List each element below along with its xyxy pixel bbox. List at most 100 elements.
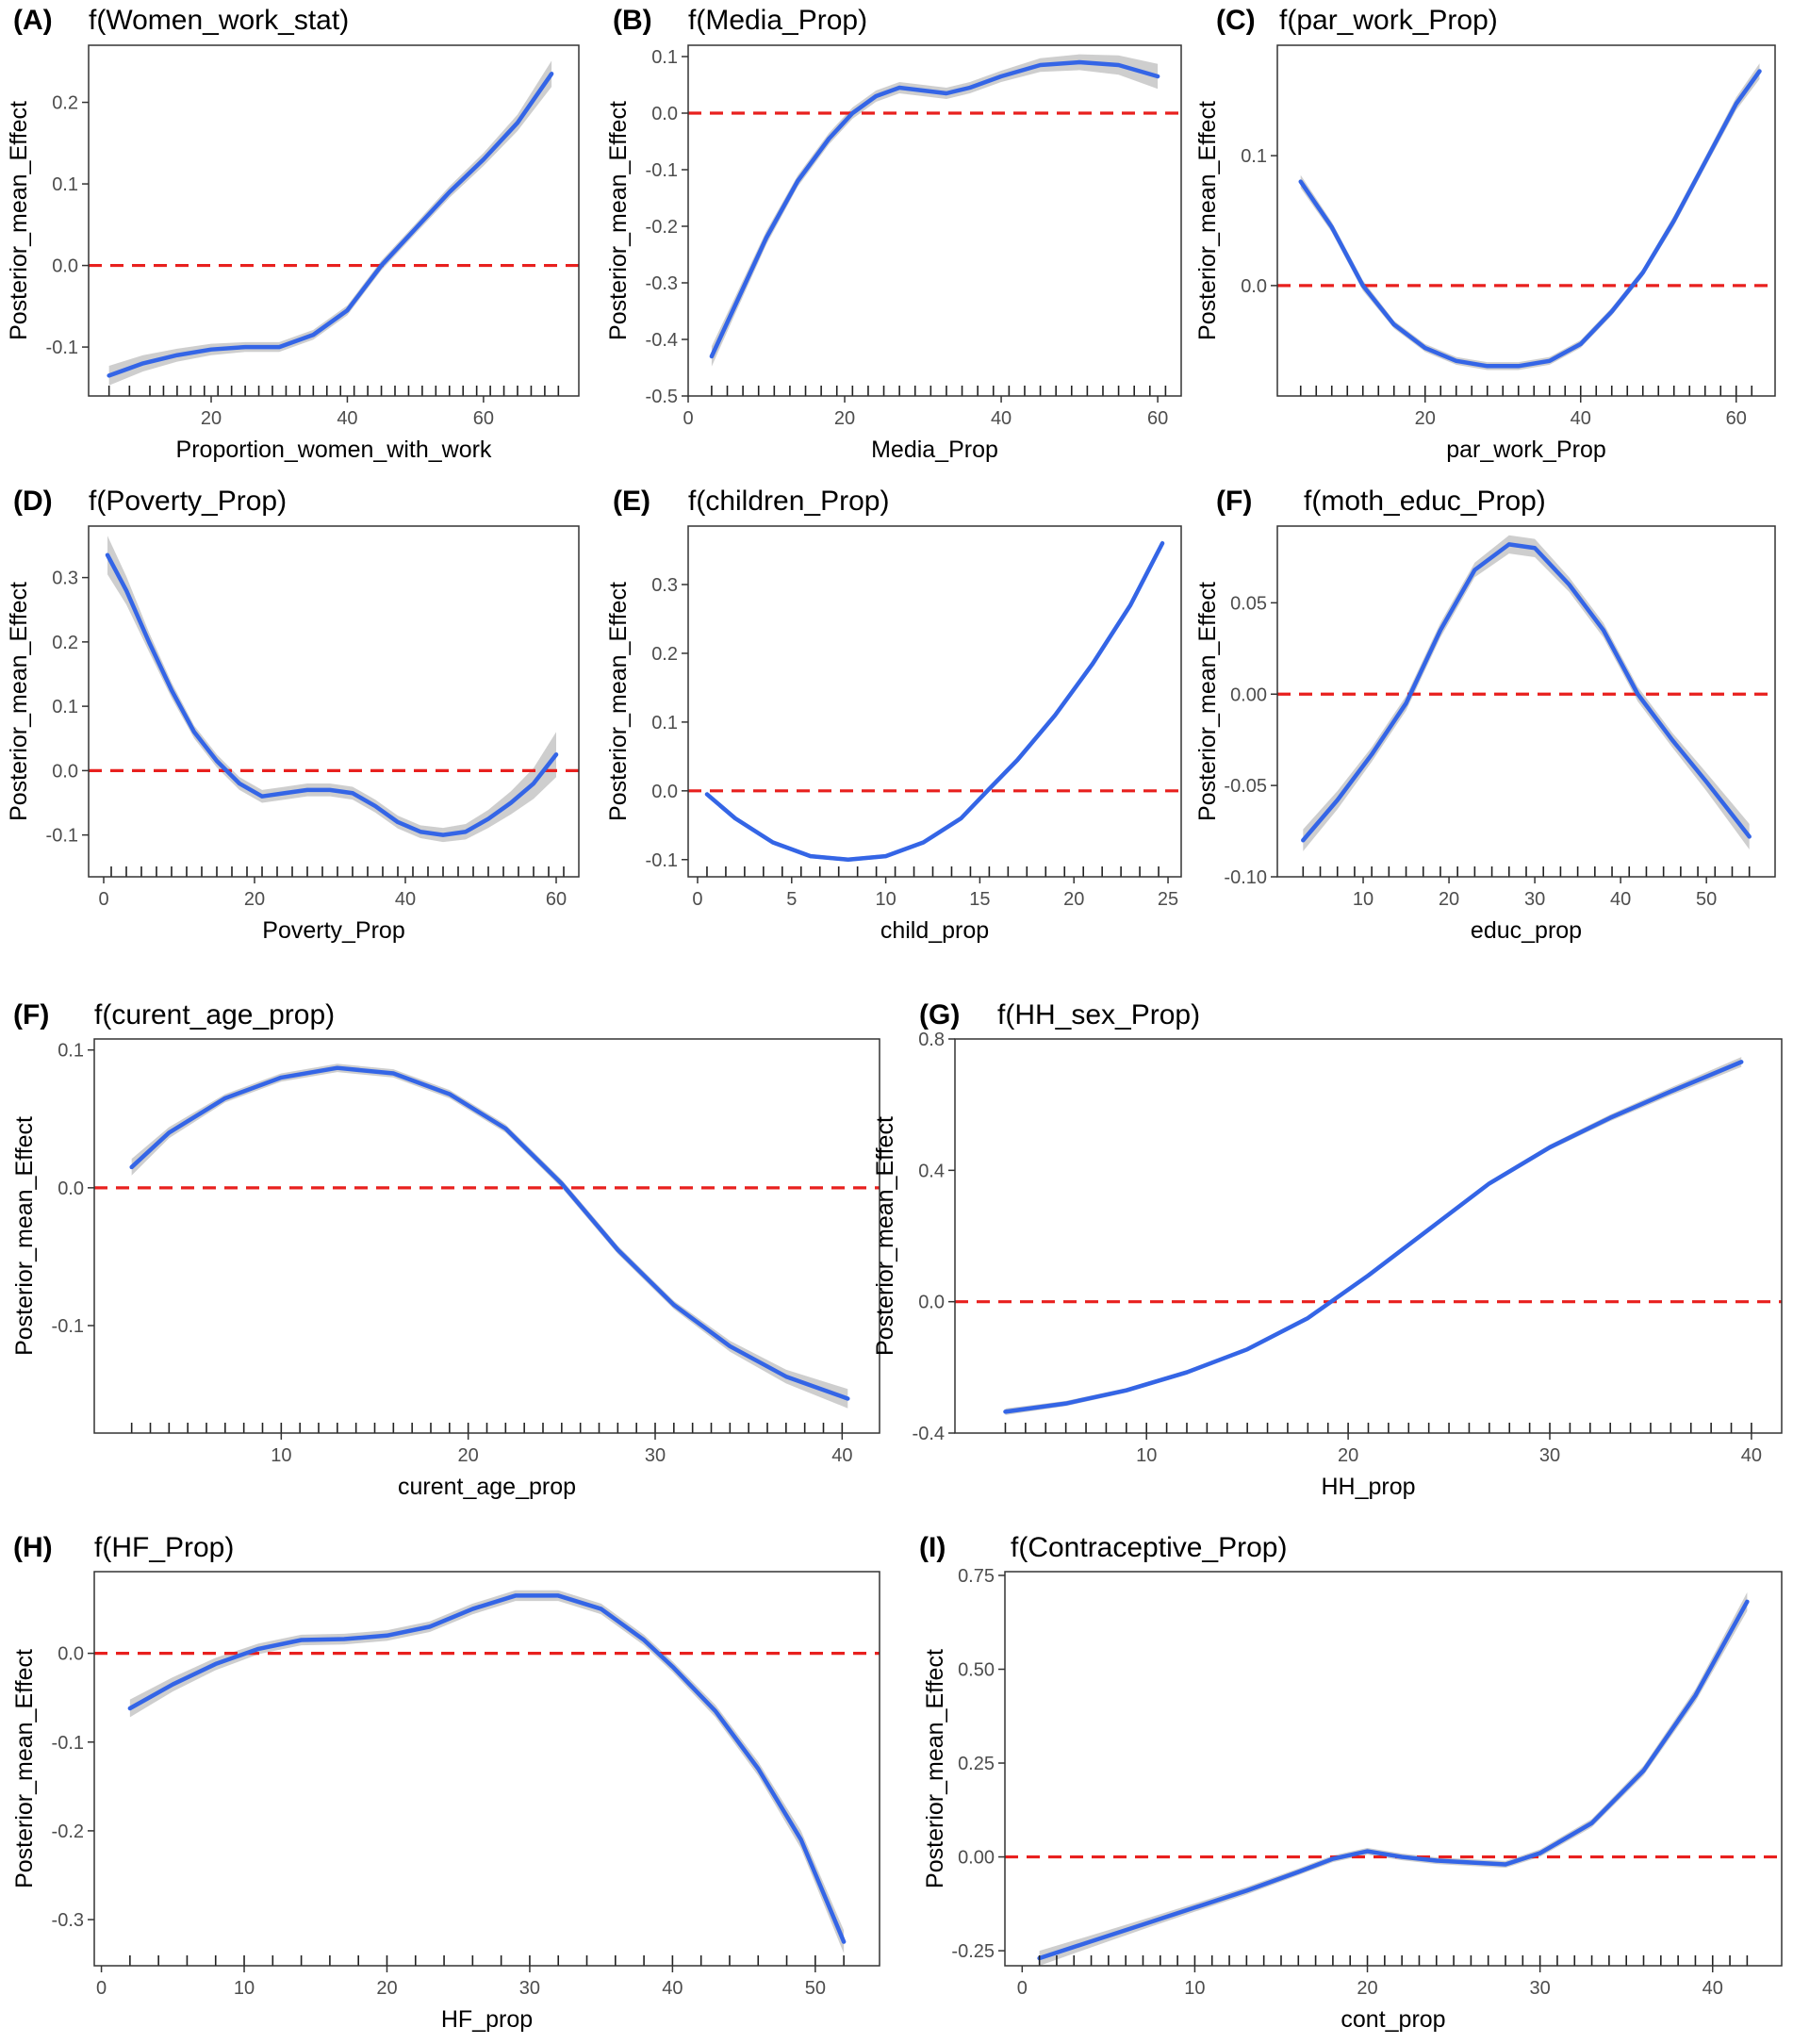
panel-9-x-axis-label: HF_prop bbox=[441, 2006, 533, 2033]
panel-3-effect-curve bbox=[1298, 69, 1762, 369]
panel-3: (C) f(par_work_Prop) 20 40 60 0.0 0.1 par_work_… bbox=[1194, 5, 1776, 463]
panel-2-y-tick-label: -0.3 bbox=[646, 273, 678, 294]
panel-1-y-tick-label: 0.2 bbox=[52, 93, 78, 114]
panel-8-x-tick-label: 10 bbox=[1136, 1445, 1157, 1466]
panel-6-x-tick-label: 30 bbox=[1524, 889, 1545, 910]
panel-2-x-axis-label: Media_Prop bbox=[871, 437, 998, 463]
panel-6-y-axis-label: Posterior_mean_Effect bbox=[1194, 582, 1221, 821]
panel-6-y-tick-label: 0.00 bbox=[1230, 684, 1267, 705]
panel-8: (G) f(HH_sex_Prop) 10 20 30 40 -0.4 0.0 0.4 0.8 HH… bbox=[872, 999, 1783, 1500]
panel-4-x-axis-label: Poverty_Prop bbox=[262, 917, 404, 944]
panel-8-y-axis-label: Posterior_mean_Effect bbox=[872, 1116, 898, 1356]
panel-4-y-tick-label: -0.1 bbox=[46, 826, 78, 847]
panel-4-x-tick-label: 40 bbox=[395, 889, 416, 910]
panel-5-x-tick-label: 15 bbox=[969, 889, 990, 910]
panel-6-letter: (F) bbox=[1216, 486, 1252, 517]
panel-10-y-tick-label: 0.50 bbox=[958, 1660, 995, 1681]
panel-5-letter: (E) bbox=[613, 486, 650, 517]
panel-8-y-tick-label: 0.8 bbox=[918, 1030, 945, 1050]
panel-6: (F) f(moth_educ_Prop) 10 20 30 40 50 -0.10 -0.05… bbox=[1194, 486, 1776, 944]
panel-8-x-tick-label: 20 bbox=[1338, 1445, 1358, 1466]
panel-1-y-tick-label: 0.0 bbox=[52, 256, 78, 277]
panel-9-effect-curve bbox=[127, 1593, 847, 1944]
panel-2-title: f(Media_Prop) bbox=[688, 5, 867, 36]
panel-2-plot-frame bbox=[687, 44, 1182, 397]
panel-6-y-tick-label: -0.10 bbox=[1224, 867, 1267, 888]
panel-8-y-tick-label: 0.4 bbox=[918, 1161, 945, 1181]
panel-2-x-tick-label: 60 bbox=[1147, 408, 1168, 429]
panel-5-x-tick-label: 25 bbox=[1158, 889, 1178, 910]
panel-1-letter: (A) bbox=[13, 5, 53, 36]
panel-4-y-axis-label: Posterior_mean_Effect bbox=[6, 582, 32, 821]
panel-5-y-tick-label: 0.1 bbox=[651, 713, 678, 734]
panel-10-x-tick-label: 30 bbox=[1530, 1978, 1551, 1999]
panel-4-x-tick-label: 20 bbox=[244, 889, 265, 910]
panel-2-y-axis-label: Posterior_mean_Effect bbox=[605, 101, 632, 340]
panel-7-y-tick-label: 0.0 bbox=[58, 1179, 84, 1199]
panel-3-x-tick-label: 20 bbox=[1415, 408, 1436, 429]
panel-2-y-tick-label: -0.5 bbox=[646, 387, 678, 407]
panel-9-x-tick-label: 30 bbox=[519, 1978, 540, 1999]
panel-10-x-tick-label: 10 bbox=[1184, 1978, 1205, 1999]
panel-4-y-tick-label: 0.2 bbox=[52, 633, 78, 653]
panel-8-y-tick-label: -0.4 bbox=[913, 1424, 945, 1444]
panel-8-plot-frame bbox=[954, 1038, 1783, 1434]
panel-10-x-tick-label: 0 bbox=[1017, 1978, 1028, 1999]
panel-2-y-tick-label: 0.1 bbox=[651, 47, 678, 68]
panel-9-title: f(HF_Prop) bbox=[94, 1532, 234, 1563]
panel-6-title: f(moth_educ_Prop) bbox=[1304, 486, 1546, 517]
panel-3-x-tick-label: 40 bbox=[1571, 408, 1591, 429]
panel-3-y-tick-label: 0.0 bbox=[1241, 276, 1267, 297]
panel-4-plot-frame bbox=[88, 525, 580, 878]
panel-9-x-tick-label: 20 bbox=[376, 1978, 397, 1999]
panel-3-x-axis-label: par_work_Prop bbox=[1446, 437, 1606, 463]
panel-4-x-tick-label: 60 bbox=[546, 889, 567, 910]
panel-8-title: f(HH_sex_Prop) bbox=[997, 999, 1200, 1030]
panel-4-y-tick-label: 0.3 bbox=[52, 569, 78, 589]
panel-3-y-axis-label: Posterior_mean_Effect bbox=[1194, 101, 1221, 340]
panel-6-x-axis-label: educ_prop bbox=[1471, 917, 1582, 944]
panel-5-effect-curve bbox=[704, 540, 1165, 863]
panel-2-x-tick-label: 40 bbox=[991, 408, 1012, 429]
panel-9-x-tick-label: 0 bbox=[96, 1978, 107, 1999]
panel-7-y-axis-label: Posterior_mean_Effect bbox=[11, 1116, 38, 1356]
panel-5-plot-frame bbox=[687, 525, 1182, 878]
panel-7-credible-band bbox=[131, 1063, 848, 1409]
panel-2-y-tick-label: -0.1 bbox=[646, 160, 678, 181]
panel-1-x-tick-label: 40 bbox=[337, 408, 357, 429]
panel-6-x-tick-label: 50 bbox=[1696, 889, 1717, 910]
panel-7-x-tick-label: 40 bbox=[831, 1445, 852, 1466]
panel-6-effect-curve bbox=[1301, 542, 1752, 843]
panel-7-x-axis-label: curent_age_prop bbox=[398, 1474, 576, 1500]
panel-5-title: f(children_Prop) bbox=[688, 486, 889, 517]
panel-2-x-tick-label: 20 bbox=[834, 408, 855, 429]
panel-1-y-tick-label: -0.1 bbox=[46, 338, 78, 358]
panel-8-x-tick-label: 40 bbox=[1741, 1445, 1762, 1466]
panel-7-title: f(curent_age_prop) bbox=[94, 999, 335, 1030]
panel-1-effect-curve bbox=[107, 72, 554, 378]
panel-1-x-tick-label: 20 bbox=[201, 408, 222, 429]
panel-1-y-tick-label: 0.1 bbox=[52, 174, 78, 195]
panel-3-letter: (C) bbox=[1216, 5, 1256, 36]
panel-9-plot-frame bbox=[93, 1571, 880, 1967]
panel-10-y-tick-label: -0.25 bbox=[951, 1941, 995, 1962]
panel-4-letter: (D) bbox=[13, 486, 53, 517]
panel-5-x-tick-label: 20 bbox=[1063, 889, 1084, 910]
panel-4-y-tick-label: 0.0 bbox=[52, 761, 78, 782]
panel-10-x-tick-label: 20 bbox=[1357, 1978, 1377, 1999]
panel-1-x-tick-label: 60 bbox=[473, 408, 494, 429]
panel-5-x-tick-label: 5 bbox=[786, 889, 797, 910]
panel-6-plot-frame bbox=[1276, 525, 1776, 878]
panel-9-y-tick-label: -0.1 bbox=[52, 1733, 84, 1754]
panel-10-y-tick-label: 0.00 bbox=[958, 1848, 995, 1869]
panel-9-y-tick-label: -0.3 bbox=[52, 1910, 84, 1931]
panel-10-x-tick-label: 40 bbox=[1703, 1978, 1723, 1999]
panel-2-letter: (B) bbox=[613, 5, 652, 36]
panel-10-title: f(Contraceptive_Prop) bbox=[1011, 1532, 1287, 1563]
panel-2-y-tick-label: -0.4 bbox=[646, 330, 678, 351]
panel-7-x-tick-label: 10 bbox=[271, 1445, 291, 1466]
panel-8-effect-curve bbox=[1003, 1060, 1744, 1414]
panel-3-y-tick-label: 0.1 bbox=[1241, 146, 1267, 167]
panel-8-y-tick-label: 0.0 bbox=[918, 1293, 945, 1313]
